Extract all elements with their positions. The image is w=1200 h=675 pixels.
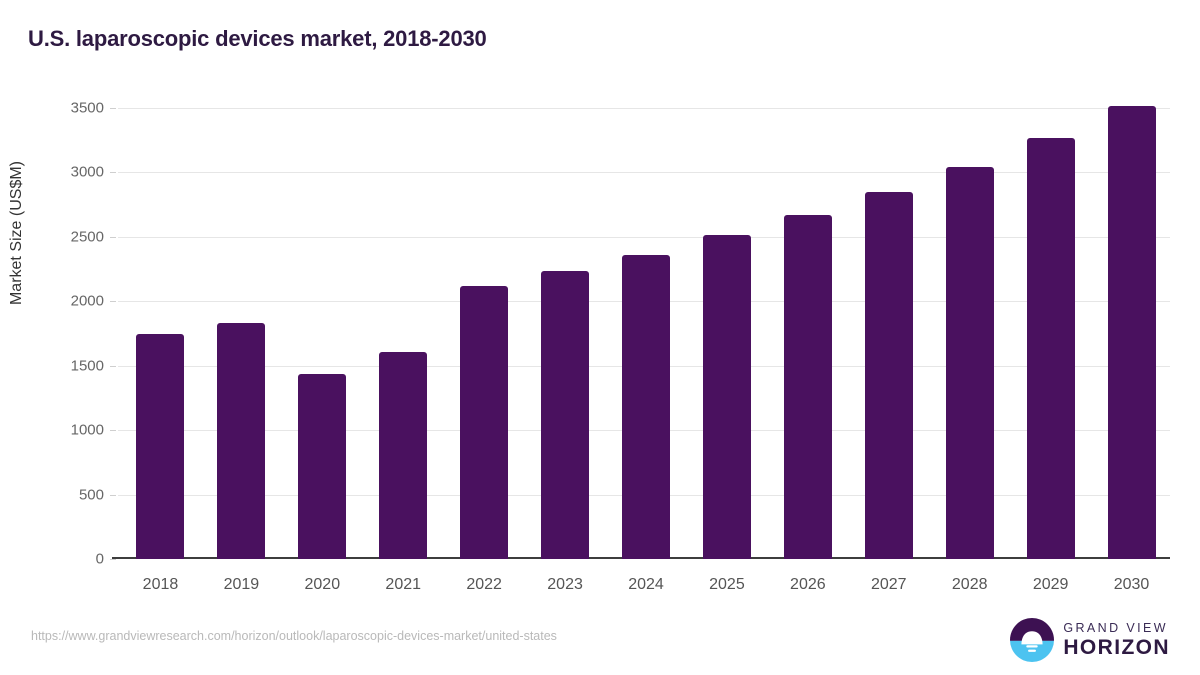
bar-2027[interactable] <box>864 192 913 559</box>
x-axis-tick-label: 2019 <box>223 576 260 593</box>
y-axis-tick-mark <box>110 430 116 432</box>
logo-wordmark: GRAND VIEW HORIZON <box>1063 622 1170 659</box>
plot-area: 2018 2019 2020 2021 2022 2023 2024 2025 2026 2027… <box>110 106 1170 593</box>
y-axis-title: Market Size (US$M) <box>8 160 25 306</box>
y-axis-tick-mark <box>110 301 116 303</box>
y-axis-tick-label: 2000 <box>70 292 104 310</box>
x-axis-tick-label: 2029 <box>1032 576 1069 593</box>
y-axis-tick-label: 2500 <box>70 228 104 246</box>
y-axis-tick-mark <box>110 108 116 109</box>
x-axis-tick-label: 2024 <box>628 576 664 593</box>
bar-2020[interactable] <box>298 374 347 559</box>
x-axis-tick-label: 2027 <box>870 576 907 593</box>
bar-2028[interactable] <box>945 166 994 559</box>
y-axis-tick-label: 1500 <box>70 357 104 375</box>
gridline <box>118 172 1170 174</box>
page-title: U.S. laparoscopic devices market, 2018-2… <box>28 26 487 51</box>
x-axis-tick-label: 2022 <box>466 576 502 593</box>
x-axis-tick-label: 2030 <box>1113 576 1150 593</box>
brand-logo: GRAND VIEW HORIZON <box>1010 618 1170 662</box>
y-axis-tick-mark <box>110 236 116 238</box>
bar-2022[interactable] <box>460 286 509 559</box>
y-axis-tick-label: 3500 <box>70 99 104 117</box>
bar-2029[interactable] <box>1026 137 1075 559</box>
y-axis-tick-label: 1000 <box>70 421 104 439</box>
logo-top-text: GRAND VIEW <box>1063 620 1168 635</box>
y-axis-tick-mark <box>110 172 116 174</box>
y-axis-tick-label: 3000 <box>70 163 104 181</box>
x-axis-tick-label: 2028 <box>951 576 988 593</box>
source-url: https://www.grandviewresearch.com/horizo… <box>31 629 557 643</box>
y-axis-tick-mark <box>110 494 116 496</box>
y-axis-tick-mark <box>110 365 116 367</box>
x-axis-tick-label: 2018 <box>142 576 179 593</box>
bar-2024[interactable] <box>622 254 670 559</box>
bar-2030[interactable] <box>1107 106 1156 559</box>
x-axis-tick-label: 2021 <box>385 576 422 593</box>
x-axis-tick-label: 2020 <box>304 576 341 593</box>
gridline <box>118 108 1170 109</box>
y-axis-tick-label: 500 <box>78 486 104 504</box>
bar-2026[interactable] <box>783 215 832 559</box>
x-axis-tick-label: 2025 <box>709 576 745 593</box>
bar-2019[interactable] <box>217 323 266 559</box>
bar-2025[interactable] <box>702 235 751 559</box>
y-axis-tick-labels: 0 500 1000 1500 2000 2500 3000 3500 <box>34 100 104 568</box>
bar-2023[interactable] <box>541 270 590 559</box>
x-axis-tick-label: 2026 <box>790 576 826 593</box>
y-axis-tick-label: 0 <box>95 550 104 568</box>
bar-2018[interactable] <box>136 333 185 559</box>
logo-bottom-text: HORIZON <box>1063 636 1170 660</box>
y-axis-tick-mark <box>110 559 116 560</box>
gridline <box>118 236 1170 238</box>
horizon-logo-icon <box>1010 618 1055 662</box>
bar-2021[interactable] <box>379 351 428 559</box>
x-axis-tick-label: 2023 <box>547 576 583 593</box>
